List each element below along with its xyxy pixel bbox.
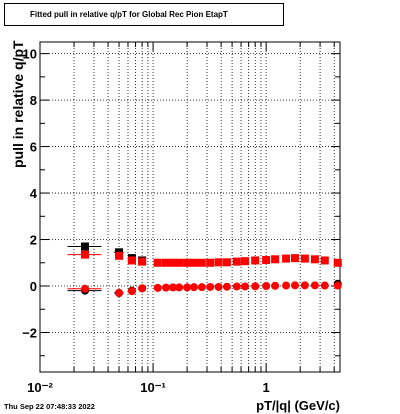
data-point-circle: [251, 282, 260, 291]
data-point-square: [240, 257, 249, 266]
data-point-circle: [222, 282, 231, 291]
data-point-square: [232, 257, 241, 266]
data-point-circle: [197, 283, 206, 292]
data-point-square: [175, 258, 184, 267]
data-point-square: [291, 254, 300, 263]
data-point-circle: [214, 282, 223, 291]
data-point-circle: [262, 282, 271, 291]
timestamp: Thu Sep 22 07:48:33 2022: [4, 402, 95, 411]
data-point-square: [320, 256, 329, 265]
data-point-circle: [300, 281, 309, 290]
data-point-circle: [153, 283, 162, 292]
data-point-square: [206, 258, 215, 267]
y-tick-label: −2: [22, 325, 37, 340]
x-tick-label: 10⁻¹: [140, 380, 166, 395]
data-point-square: [153, 258, 162, 267]
data-point-square: [115, 251, 124, 260]
data-point-square: [138, 257, 147, 266]
data-point-circle: [206, 282, 215, 291]
data-point-square: [80, 242, 89, 251]
data-point-circle: [333, 281, 342, 290]
y-tick-label: 0: [30, 279, 37, 294]
x-tick-label: 1: [263, 380, 270, 395]
y-tick-label: 8: [30, 93, 37, 108]
y-tick-label: 2: [30, 233, 37, 248]
data-point-square: [168, 258, 177, 267]
data-point-circle: [138, 284, 147, 293]
data-point-square: [333, 258, 342, 267]
data-point-circle: [291, 281, 300, 290]
data-point-square: [282, 254, 291, 263]
data-point-circle: [310, 281, 319, 290]
x-tick-label: 10⁻²: [27, 380, 53, 395]
data-point-square: [161, 258, 170, 267]
x-axis-label: pT/|q| (GeV/c): [256, 398, 340, 413]
data-point-square: [300, 254, 309, 263]
data-point-circle: [320, 281, 329, 290]
data-point-circle: [127, 287, 136, 296]
data-point-circle: [240, 282, 249, 291]
data-point-circle: [115, 288, 124, 297]
data-point-circle: [161, 283, 170, 292]
chart-title: Fitted pull in relative q/pT for Global …: [4, 3, 284, 26]
data-point-circle: [189, 283, 198, 292]
data-point-square: [214, 258, 223, 267]
data-point-square: [262, 255, 271, 264]
data-point-circle: [232, 282, 241, 291]
data-point-square: [127, 256, 136, 265]
data-point-square: [310, 255, 319, 264]
y-tick-label: 4: [30, 186, 38, 201]
data-point-square: [271, 255, 280, 264]
data-point-circle: [168, 283, 177, 292]
data-point-circle: [183, 283, 192, 292]
data-point-circle: [282, 281, 291, 290]
data-point-circle: [80, 284, 89, 293]
data-point-square: [189, 258, 198, 267]
data-point-circle: [271, 281, 280, 290]
data-point-square: [197, 258, 206, 267]
y-tick-label: 10: [23, 47, 37, 62]
data-point-square: [251, 256, 260, 265]
data-point-square: [222, 258, 231, 267]
plot-frame: [39, 41, 341, 373]
data-point-square: [80, 250, 89, 259]
y-tick-label: 6: [30, 140, 37, 155]
data-point-square: [183, 258, 192, 267]
y-axis-label: pull in relative q/pT: [10, 40, 26, 168]
data-point-circle: [175, 283, 184, 292]
